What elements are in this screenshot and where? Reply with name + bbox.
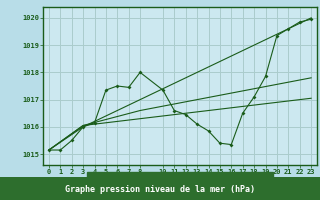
X-axis label: Graphe pression niveau de la mer (hPa): Graphe pression niveau de la mer (hPa)	[92, 178, 268, 187]
Text: Graphe pression niveau de la mer (hPa): Graphe pression niveau de la mer (hPa)	[65, 185, 255, 194]
